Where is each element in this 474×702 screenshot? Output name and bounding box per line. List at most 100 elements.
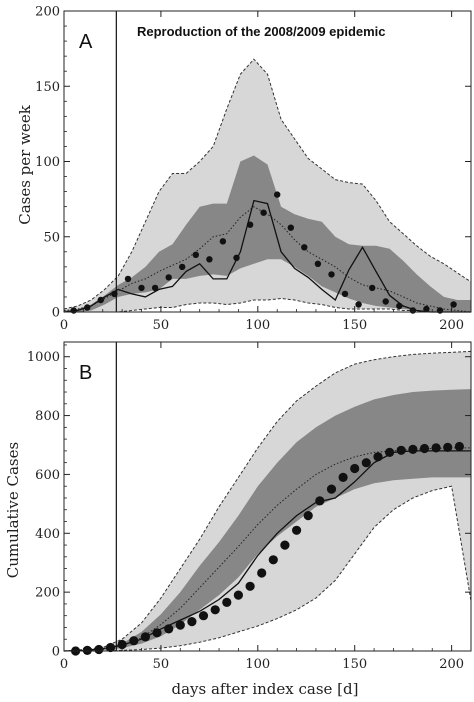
data-point [385, 447, 395, 457]
data-point [175, 620, 185, 630]
median-dotted-line [63, 206, 472, 313]
data-point [274, 191, 281, 198]
panel-a-bands [64, 59, 471, 313]
median-dotted-line [63, 447, 471, 652]
panel-b-y-axis-label: Cumulative Cases [4, 442, 22, 578]
data-point [436, 307, 444, 314]
panel-a-letter: A [79, 31, 93, 53]
data-point [419, 443, 430, 454]
data-point [138, 284, 145, 292]
data-point [151, 284, 159, 292]
data-point [233, 590, 243, 600]
data-point [246, 221, 254, 228]
data-point [355, 301, 362, 308]
y-tick-label: 1000 [27, 350, 60, 365]
x-axis-label: days after index case [d] [172, 680, 359, 698]
data-point [423, 305, 430, 313]
y-tick-label: 50 [43, 230, 60, 245]
panel-b-bands [64, 351, 471, 651]
data-point [94, 644, 104, 655]
x-tick-label: 200 [439, 657, 464, 672]
data-point [315, 496, 325, 506]
data-point [82, 645, 92, 656]
panel-b-frame [63, 341, 472, 652]
y-tick-label: 0 [52, 645, 60, 660]
data-point [206, 256, 213, 263]
data-point [326, 484, 337, 494]
data-point [165, 274, 172, 281]
data-point [117, 639, 127, 650]
data-point [303, 510, 313, 521]
data-point [396, 302, 403, 310]
data-point [369, 284, 376, 292]
data-point [301, 244, 308, 251]
y-tick-label: 150 [35, 80, 60, 95]
x-tick-label: 100 [245, 657, 270, 672]
outer-lower-dashed-line [64, 297, 471, 313]
data-point [260, 209, 267, 216]
panel-a-ticks: 0 50 100 150 200 0 50 100 150 200 [35, 5, 471, 333]
x-tick-label: 150 [342, 657, 367, 672]
data-point [140, 632, 150, 642]
panel-a-y-axis-label: Cases per week [16, 104, 34, 224]
outer-lower-dashed-line [64, 485, 472, 652]
data-point [328, 271, 335, 278]
data-point [382, 298, 389, 305]
outer-upper-dashed-line [63, 58, 472, 310]
data-point [124, 275, 132, 283]
y-tick-label: 400 [35, 527, 60, 542]
x-tick-label: 150 [342, 318, 367, 333]
y-tick-label: 200 [35, 586, 60, 601]
data-point [350, 463, 360, 474]
data-point [192, 251, 199, 258]
data-point [338, 472, 348, 482]
data-point [84, 304, 91, 311]
data-point [245, 581, 255, 591]
y-tick-label: 800 [35, 409, 60, 424]
data-point [70, 307, 77, 314]
data-point [431, 443, 441, 453]
outer-upper-dashed-line [63, 350, 472, 652]
data-point [443, 442, 453, 452]
panel-a-lines [63, 58, 472, 313]
data-point [280, 540, 290, 550]
x-tick-label: 50 [153, 657, 170, 672]
data-point [361, 458, 371, 468]
panel-b-letter: B [79, 362, 92, 384]
data-point [210, 605, 220, 615]
panel-b-points [71, 441, 464, 656]
data-point [152, 628, 162, 638]
x-tick-label: 50 [153, 318, 170, 333]
panel-b: 0 50 100 150 200 0 200 400 600 800 1000 B Cumulati… [4, 341, 472, 672]
data-point [257, 568, 267, 578]
x-tick-label: 200 [439, 318, 464, 333]
observed-solid-line [63, 199, 471, 313]
data-point [454, 441, 464, 452]
x-tick-label: 0 [60, 318, 68, 333]
data-point [408, 444, 418, 454]
y-tick-label: 600 [35, 468, 60, 483]
data-point [164, 624, 174, 634]
data-point [187, 617, 197, 627]
data-point [373, 452, 383, 462]
data-point [105, 642, 116, 653]
data-point [341, 290, 349, 298]
inner-band [64, 389, 471, 651]
panel-b-ticks: 0 50 100 150 200 0 200 400 600 800 1000 [27, 342, 471, 672]
y-tick-label: 0 [52, 306, 60, 321]
data-point [222, 597, 232, 608]
data-point [292, 525, 302, 535]
data-point [97, 296, 105, 304]
x-tick-label: 100 [245, 318, 270, 333]
data-point [198, 611, 209, 621]
data-point [219, 238, 227, 245]
data-point [233, 254, 240, 261]
data-point [314, 260, 322, 267]
data-point [129, 636, 139, 646]
data-point [287, 224, 294, 231]
y-tick-label: 200 [35, 5, 60, 20]
data-point [268, 555, 278, 565]
x-tick-label: 0 [60, 657, 68, 672]
panel-a-title: Reproduction of the 2008/2009 epidemic [137, 24, 386, 39]
